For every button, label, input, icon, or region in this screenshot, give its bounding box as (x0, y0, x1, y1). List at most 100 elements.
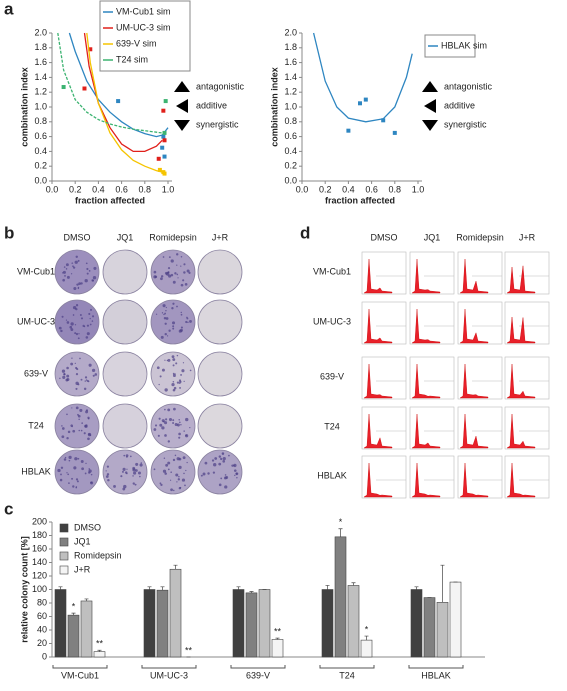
colony (176, 354, 179, 357)
y-tick-label: 2.0 (34, 27, 47, 37)
bar (449, 581, 462, 658)
colony (164, 434, 167, 437)
colony (176, 381, 180, 384)
data-point (160, 145, 165, 150)
x-tick-label: 1.0 (162, 184, 175, 194)
colony (231, 464, 234, 467)
error-bar (173, 564, 178, 570)
colony (165, 418, 168, 421)
row-label: VM-Cub1 (17, 266, 55, 276)
colony (77, 414, 81, 418)
bar (80, 600, 93, 658)
colony (71, 407, 73, 409)
colony (157, 434, 160, 437)
y-tick-label: 0.6 (34, 131, 47, 141)
colony (135, 462, 139, 466)
colony (107, 478, 110, 482)
data-point (88, 47, 93, 52)
histogram (506, 363, 536, 399)
data-point (381, 118, 386, 123)
y-tick-label: 1.8 (34, 42, 47, 52)
colony (183, 263, 186, 266)
colony (164, 421, 168, 425)
colony (61, 425, 63, 427)
histogram (459, 462, 489, 498)
colony (175, 362, 178, 365)
colony (74, 457, 78, 461)
histogram (459, 258, 489, 294)
colony (87, 437, 90, 441)
colony (220, 477, 223, 480)
column-header: Romidepsin (149, 232, 197, 242)
colony (75, 304, 79, 307)
colony (176, 264, 178, 266)
plate (54, 299, 100, 345)
column-header: J+R (519, 232, 536, 242)
y-tick-label: 60 (37, 611, 47, 621)
colony (176, 481, 178, 483)
panel-label: d (300, 223, 310, 242)
colony (106, 473, 110, 476)
colony (92, 279, 94, 282)
x-tick-label: UM-UC-3 (150, 670, 188, 680)
colony (64, 274, 66, 277)
row-label: 639-V (320, 371, 344, 381)
colony (173, 374, 176, 378)
colony (178, 487, 181, 490)
significance: ** (274, 626, 282, 636)
y-tick-label: 0.4 (284, 146, 297, 156)
colony (222, 453, 224, 455)
colony (74, 324, 77, 326)
colony (75, 372, 79, 376)
bar (54, 589, 67, 658)
row-label: T24 (324, 421, 340, 431)
colony (200, 474, 203, 477)
colony (76, 368, 79, 371)
error-bar (325, 585, 330, 590)
error-bar (338, 528, 343, 537)
annotation: synergistic (196, 119, 239, 129)
data-point (162, 130, 167, 135)
colony (228, 454, 230, 457)
legend-label: HBLAK sim (441, 40, 487, 50)
colony (174, 373, 176, 375)
colony (233, 469, 237, 472)
colony (171, 321, 176, 325)
x-tick-label: VM-Cub1 (61, 670, 99, 680)
bar (271, 639, 284, 658)
histogram (363, 413, 393, 449)
colony (88, 269, 91, 272)
significance: * (339, 517, 343, 527)
colony (161, 426, 165, 430)
colony (176, 273, 179, 276)
column-header: DMSO (64, 232, 91, 242)
colony (91, 315, 95, 318)
colony (182, 362, 185, 364)
colony (189, 369, 192, 372)
colony (172, 280, 176, 284)
colony (180, 255, 183, 258)
colony (71, 425, 73, 428)
colony (164, 388, 168, 392)
histogram (411, 363, 441, 399)
annotation-marker (422, 120, 438, 131)
histogram (506, 413, 536, 449)
colony (80, 317, 84, 320)
column-header: Romidepsin (456, 232, 504, 242)
colony (65, 378, 69, 382)
y-tick-label: 0.0 (34, 175, 47, 185)
colony (172, 422, 175, 424)
colony (180, 374, 182, 376)
colony (77, 337, 80, 340)
colony (161, 368, 165, 372)
x-tick-label: 0.2 (69, 184, 82, 194)
y-tick-label: 100 (32, 584, 47, 594)
colony (89, 323, 92, 326)
colony (94, 373, 98, 376)
colony (154, 424, 158, 427)
plate (54, 403, 100, 449)
colony (84, 279, 88, 283)
colony (213, 463, 217, 467)
colony (182, 279, 185, 282)
